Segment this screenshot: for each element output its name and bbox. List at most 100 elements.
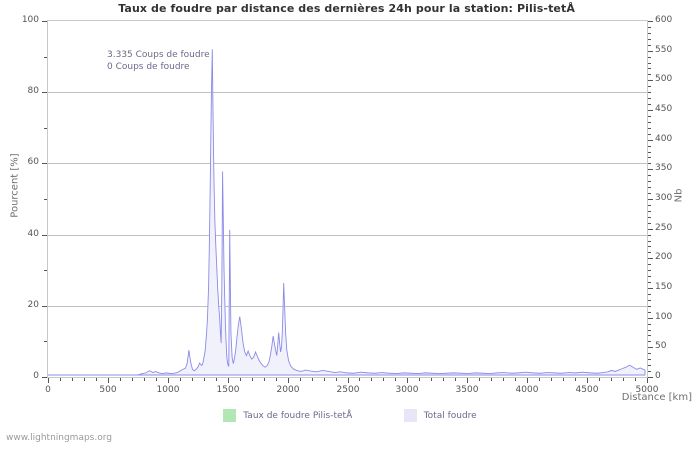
y-axis-right-minor-tick bbox=[648, 181, 651, 182]
x-axis-minor-tick bbox=[192, 378, 193, 381]
legend-swatch-rate bbox=[223, 409, 237, 422]
y-axis-right-minor-tick bbox=[648, 163, 651, 164]
x-axis-minor-tick bbox=[216, 378, 217, 381]
x-axis-minor-tick bbox=[635, 378, 636, 381]
gridline bbox=[48, 306, 647, 307]
x-axis-minor-tick bbox=[120, 378, 121, 381]
y-axis-left-tick-label: 60 bbox=[27, 157, 39, 167]
y-axis-right-major-tick bbox=[648, 377, 653, 378]
y-axis-right-major-tick bbox=[648, 169, 653, 170]
y-axis-right-tick-label: 200 bbox=[655, 252, 673, 262]
y-axis-right-tick-label: 400 bbox=[655, 134, 673, 144]
x-axis-major-tick bbox=[647, 378, 648, 383]
y-axis-right-minor-tick bbox=[648, 312, 651, 313]
y-axis-right-minor-tick bbox=[648, 63, 651, 64]
y-axis-right-minor-tick bbox=[648, 98, 651, 99]
y-axis-right-minor-tick bbox=[648, 365, 651, 366]
x-axis-minor-tick bbox=[419, 378, 420, 381]
y-axis-right-minor-tick bbox=[648, 205, 651, 206]
y-axis-left-tick-label: 40 bbox=[27, 229, 39, 239]
y-axis-right-tick-label: 250 bbox=[655, 223, 673, 233]
y-axis-right-title: Nb bbox=[673, 188, 685, 203]
x-axis-minor-tick bbox=[575, 378, 576, 381]
y-axis-right-minor-tick bbox=[648, 27, 651, 28]
legend-item-total[interactable]: Total foudre bbox=[403, 409, 477, 422]
x-axis-major-tick bbox=[348, 378, 349, 383]
x-axis-minor-tick bbox=[96, 378, 97, 381]
y-axis-right-minor-tick bbox=[648, 330, 651, 331]
annotation-station-strokes: 0 Coups de foudre bbox=[107, 62, 190, 72]
x-axis-minor-tick bbox=[515, 378, 516, 381]
y-axis-right-minor-tick bbox=[648, 152, 651, 153]
x-axis-minor-tick bbox=[180, 378, 181, 381]
x-axis-tick-label: 0 bbox=[45, 385, 51, 395]
x-axis-minor-tick bbox=[132, 378, 133, 381]
x-axis-title: Distance [km] bbox=[621, 392, 692, 403]
y-axis-right-tick-label: 0 bbox=[655, 371, 661, 381]
x-axis-minor-tick bbox=[204, 378, 205, 381]
y-axis-right-minor-tick bbox=[648, 270, 651, 271]
x-axis-major-tick bbox=[587, 378, 588, 383]
y-axis-right-minor-tick bbox=[648, 74, 651, 75]
chart-legend: Taux de foudre Pilis-tetÅ Total foudre bbox=[0, 409, 700, 422]
y-axis-right-minor-tick bbox=[648, 116, 651, 117]
x-axis-minor-tick bbox=[431, 378, 432, 381]
y-axis-left-minor-tick bbox=[44, 57, 47, 58]
y-axis-right-tick-label: 450 bbox=[655, 104, 673, 114]
legend-item-rate[interactable]: Taux de foudre Pilis-tetÅ bbox=[223, 409, 358, 422]
y-axis-right-minor-tick bbox=[648, 341, 651, 342]
x-axis-minor-tick bbox=[551, 378, 552, 381]
y-axis-right-minor-tick bbox=[648, 353, 651, 354]
y-axis-right-minor-tick bbox=[648, 128, 651, 129]
y-axis-right-minor-tick bbox=[648, 122, 651, 123]
y-axis-left-major-tick bbox=[42, 21, 47, 22]
y-axis-right-minor-tick bbox=[648, 86, 651, 87]
y-axis-left-tick-label: 20 bbox=[27, 300, 39, 310]
y-axis-left-major-tick bbox=[42, 306, 47, 307]
x-axis-minor-tick bbox=[383, 378, 384, 381]
y-axis-right-minor-tick bbox=[648, 294, 651, 295]
y-axis-right-minor-tick bbox=[648, 223, 651, 224]
y-axis-right-minor-tick bbox=[648, 300, 651, 301]
y-axis-right-minor-tick bbox=[648, 193, 651, 194]
x-axis-major-tick bbox=[48, 378, 49, 383]
x-axis-tick-label: 1000 bbox=[156, 385, 180, 395]
y-axis-right-minor-tick bbox=[648, 134, 651, 135]
x-axis-major-tick bbox=[467, 378, 468, 383]
y-axis-left-major-tick bbox=[42, 377, 47, 378]
x-axis-major-tick bbox=[288, 378, 289, 383]
x-axis-minor-tick bbox=[455, 378, 456, 381]
x-axis-minor-tick bbox=[156, 378, 157, 381]
x-axis-minor-tick bbox=[264, 378, 265, 381]
y-axis-right-minor-tick bbox=[648, 264, 651, 265]
x-axis-minor-tick bbox=[359, 378, 360, 381]
x-axis-tick-label: 3000 bbox=[395, 385, 419, 395]
x-axis-minor-tick bbox=[84, 378, 85, 381]
y-axis-right-minor-tick bbox=[648, 211, 651, 212]
x-axis-major-tick bbox=[527, 378, 528, 383]
total-foudre-area bbox=[48, 49, 645, 375]
x-axis-minor-tick bbox=[563, 378, 564, 381]
y-axis-right-tick-label: 300 bbox=[655, 193, 673, 203]
gridline bbox=[48, 235, 647, 236]
gridline bbox=[48, 92, 647, 93]
y-axis-right-minor-tick bbox=[648, 39, 651, 40]
x-axis-minor-tick bbox=[371, 378, 372, 381]
y-axis-right-minor-tick bbox=[648, 175, 651, 176]
y-axis-left-major-tick bbox=[42, 163, 47, 164]
x-axis-minor-tick bbox=[252, 378, 253, 381]
x-axis-minor-tick bbox=[611, 378, 612, 381]
x-axis-tick-label: 1500 bbox=[216, 385, 240, 395]
y-axis-right-minor-tick bbox=[648, 217, 651, 218]
y-axis-right-tick-label: 600 bbox=[655, 15, 673, 25]
y-axis-right-minor-tick bbox=[648, 306, 651, 307]
y-axis-right-major-tick bbox=[648, 140, 653, 141]
x-axis-minor-tick bbox=[491, 378, 492, 381]
y-axis-right-tick-label: 500 bbox=[655, 74, 673, 84]
y-axis-left-minor-tick bbox=[44, 128, 47, 129]
x-axis-tick-label: 3500 bbox=[455, 385, 479, 395]
x-axis-minor-tick bbox=[300, 378, 301, 381]
y-axis-right-minor-tick bbox=[648, 45, 651, 46]
y-axis-left-minor-tick bbox=[44, 199, 47, 200]
